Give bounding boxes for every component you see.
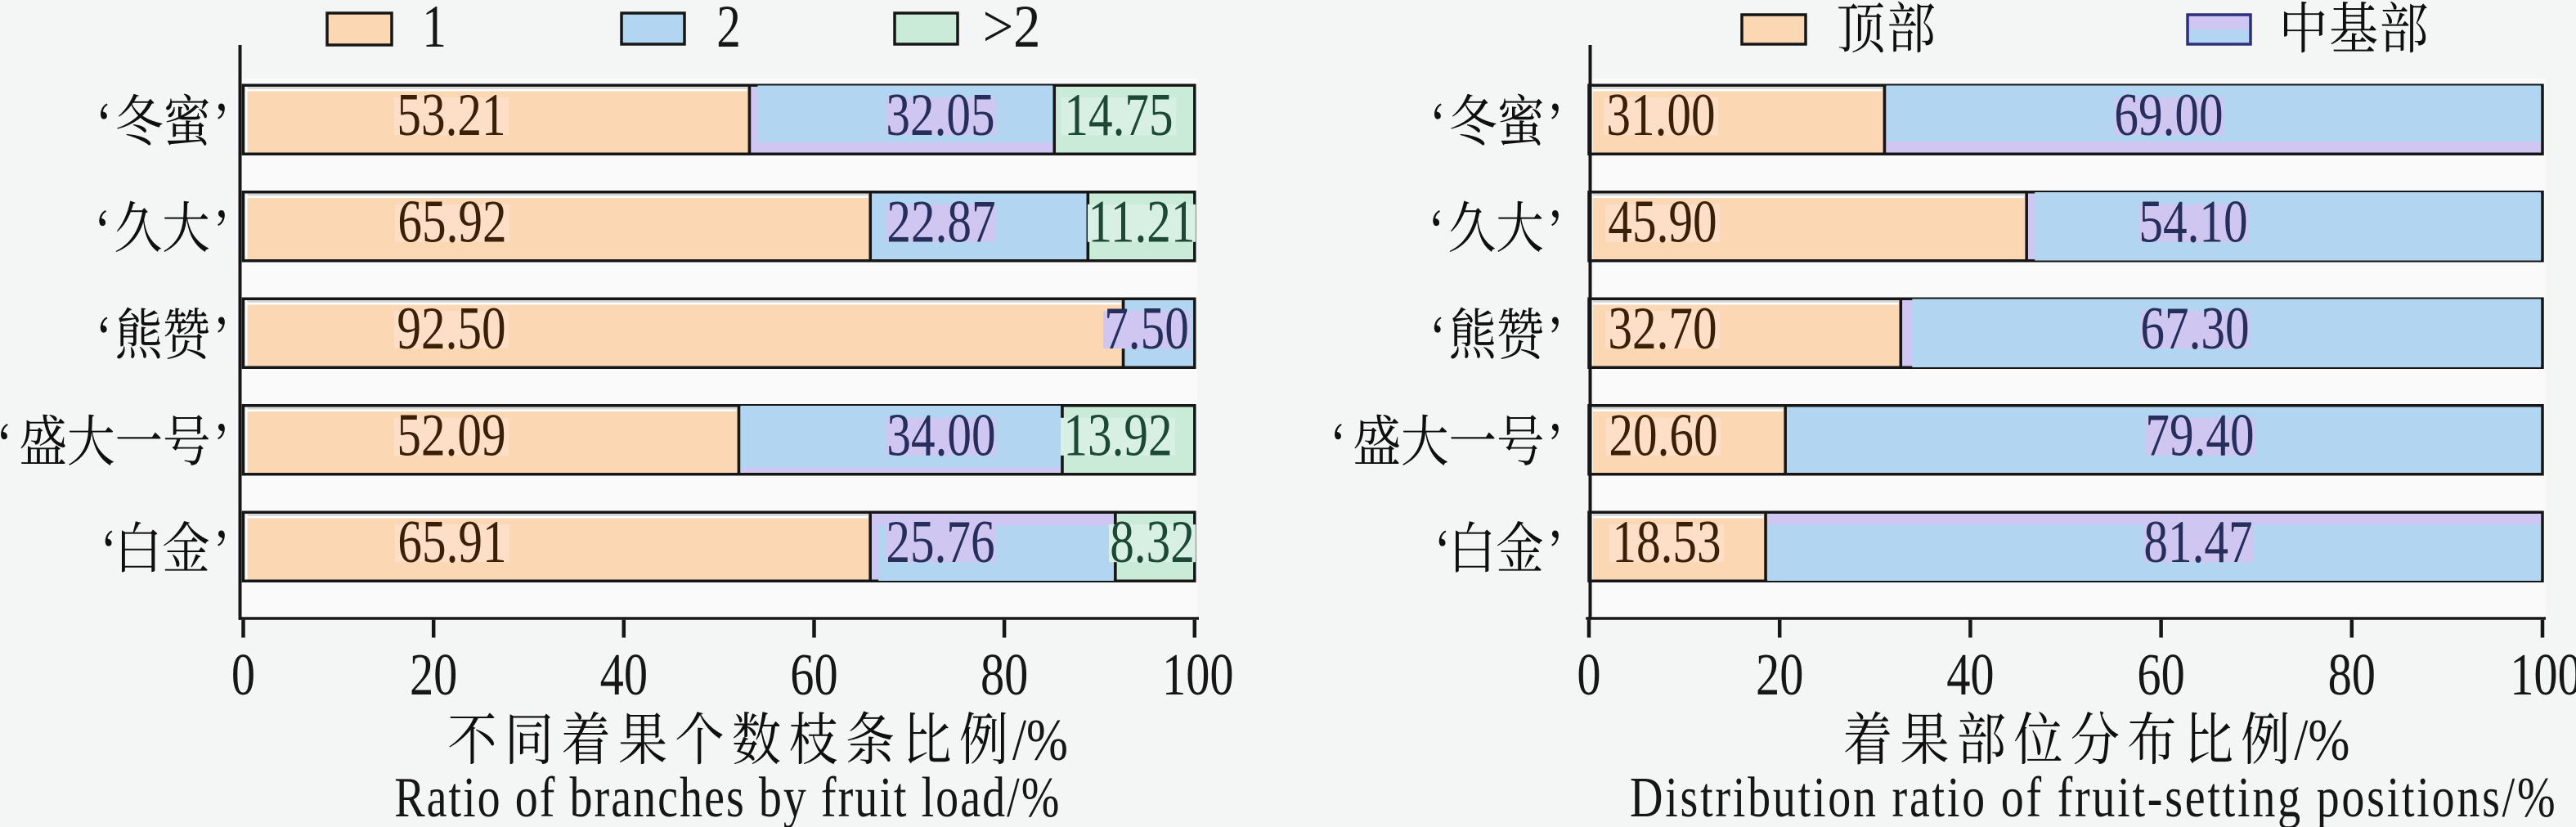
svg-text:8.32: 8.32 bbox=[1110, 509, 1195, 576]
svg-text:32.70: 32.70 bbox=[1608, 295, 1717, 362]
svg-text:Ratio of branches by fruit loa: Ratio of branches by fruit load/% bbox=[394, 766, 1061, 827]
svg-text:20: 20 bbox=[1756, 642, 1803, 708]
svg-text:79.40: 79.40 bbox=[2145, 402, 2254, 469]
svg-text:65.91: 65.91 bbox=[397, 509, 506, 576]
svg-text:45.90: 45.90 bbox=[1608, 188, 1717, 255]
svg-text:80: 80 bbox=[981, 642, 1028, 708]
svg-text:22.87: 22.87 bbox=[886, 188, 995, 255]
svg-text:0: 0 bbox=[231, 642, 255, 708]
svg-text:67.30: 67.30 bbox=[2140, 295, 2249, 362]
svg-text:20: 20 bbox=[410, 642, 457, 708]
svg-text:>2: >2 bbox=[983, 0, 1041, 61]
svg-text:69.00: 69.00 bbox=[2114, 82, 2223, 149]
svg-text:25.76: 25.76 bbox=[886, 509, 994, 576]
svg-text:65.92: 65.92 bbox=[397, 188, 506, 255]
svg-text:60: 60 bbox=[2137, 642, 2184, 708]
svg-text:100: 100 bbox=[1162, 642, 1234, 708]
svg-text:53.21: 53.21 bbox=[397, 82, 505, 149]
svg-text:13.92: 13.92 bbox=[1063, 402, 1172, 469]
svg-text:14.75: 14.75 bbox=[1064, 82, 1173, 149]
svg-text:20.60: 20.60 bbox=[1609, 402, 1717, 469]
svg-text:34.00: 34.00 bbox=[886, 402, 995, 469]
svg-text:0: 0 bbox=[1577, 642, 1600, 708]
svg-text:40: 40 bbox=[1946, 642, 1994, 708]
svg-text:18.53: 18.53 bbox=[1612, 509, 1721, 576]
svg-text:/%: /% bbox=[2294, 708, 2349, 773]
svg-text:31.00: 31.00 bbox=[1606, 82, 1715, 149]
svg-text:52.09: 52.09 bbox=[397, 402, 505, 469]
svg-text:92.50: 92.50 bbox=[397, 295, 505, 362]
svg-text:60: 60 bbox=[790, 642, 837, 708]
svg-text:100: 100 bbox=[2510, 642, 2576, 708]
svg-text:7.50: 7.50 bbox=[1104, 295, 1189, 362]
svg-text:1: 1 bbox=[422, 0, 447, 61]
svg-text:32.05: 32.05 bbox=[886, 82, 994, 149]
svg-text:2: 2 bbox=[716, 0, 741, 61]
svg-text:/%: /% bbox=[1012, 708, 1068, 773]
svg-text:80: 80 bbox=[2328, 642, 2376, 708]
svg-text:81.47: 81.47 bbox=[2143, 509, 2252, 576]
svg-text:11.21: 11.21 bbox=[1088, 188, 1196, 255]
svg-text:54.10: 54.10 bbox=[2138, 188, 2247, 255]
svg-text:40: 40 bbox=[600, 642, 648, 708]
svg-text:Distribution ratio of fruit-se: Distribution ratio of fruit-setting posi… bbox=[1630, 766, 2557, 827]
